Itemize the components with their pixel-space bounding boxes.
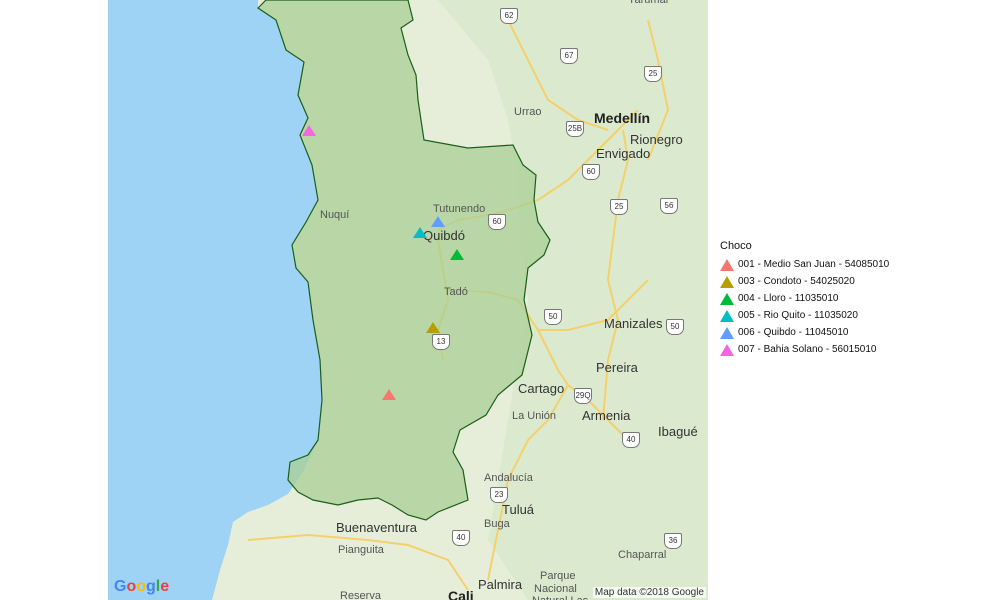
label-parque: Parque	[540, 570, 576, 582]
shield-29q: 29Q	[574, 388, 592, 404]
label-rionegro: Rionegro	[630, 132, 683, 147]
legend-label: 001 - Medio San Juan - 54085010	[738, 259, 890, 270]
label-chaparral: Chaparral	[618, 549, 667, 561]
label-tutunendo: Tutunendo	[433, 203, 486, 215]
shield-62: 62	[500, 8, 518, 24]
shield-13: 13	[432, 334, 450, 350]
shield-25b: 25B	[566, 121, 584, 137]
label-quibdo: Quibdó	[423, 228, 465, 243]
legend-item-006: 006 - Quibdo - 11045010	[720, 324, 889, 341]
legend-label: 007 - Bahia Solano - 56015010	[738, 344, 877, 355]
shield-40-east: 40	[622, 432, 640, 448]
legend-item-004: 004 - Lloro - 11035010	[720, 290, 889, 307]
shield-56: 56	[660, 198, 678, 214]
label-pianguita: Pianguita	[338, 544, 384, 556]
legend-title: Choco	[720, 240, 752, 252]
legend: Choco 001 - Medio San Juan - 54085010 00…	[720, 240, 889, 358]
shield-25-south: 25	[610, 199, 628, 215]
shield-40-west: 40	[452, 530, 470, 546]
label-buga: Buga	[484, 518, 510, 530]
label-buenaventura: Buenaventura	[336, 520, 417, 535]
legend-item-007: 007 - Bahia Solano - 56015010	[720, 341, 889, 358]
label-nacional: Nacional	[534, 583, 577, 595]
shield-60-west: 60	[488, 214, 506, 230]
shield-23: 23	[490, 487, 508, 503]
label-cali: Cali	[448, 588, 474, 600]
legend-triangle-007	[720, 343, 734, 356]
choco-region[interactable]	[257, 0, 551, 521]
legend-label: 004 - Lloro - 11035010	[738, 293, 839, 304]
label-andalucia: Andalucía	[484, 472, 533, 484]
google-logo: Google	[114, 578, 170, 595]
legend-triangle-006	[720, 326, 734, 339]
label-armenia: Armenia	[582, 408, 631, 423]
label-tado: Tadó	[444, 286, 468, 298]
legend-item-003: 003 - Condoto - 54025020	[720, 273, 889, 290]
station-marker-006[interactable]	[431, 216, 445, 227]
ocean	[108, 0, 322, 600]
station-marker-007[interactable]	[302, 125, 316, 136]
shield-67: 67	[560, 48, 578, 64]
label-pereira: Pereira	[596, 360, 638, 375]
label-la-union: La Unión	[512, 410, 557, 422]
label-natural: Natural Las	[532, 595, 588, 600]
legend-label: 006 - Quibdo - 11045010	[738, 327, 849, 338]
map-panel[interactable]: Medellín Rionegro Envigado Urrao Tutunen…	[108, 0, 708, 600]
label-palmira: Palmira	[478, 577, 523, 592]
terrain	[438, 0, 708, 600]
shield-25: 25	[644, 66, 662, 82]
legend-triangle-005	[720, 309, 734, 322]
legend-label: 005 - Rio Quito - 11035020	[738, 310, 858, 321]
legend-item-001: 001 - Medio San Juan - 54085010	[720, 256, 889, 273]
legend-triangle-004	[720, 292, 734, 305]
shield-50-west: 50	[544, 309, 562, 325]
label-ibague: Ibagué	[658, 424, 698, 439]
station-markers	[302, 125, 464, 400]
map-canvas	[108, 0, 708, 600]
label-cartago: Cartago	[518, 381, 565, 396]
legend-triangle-003	[720, 275, 734, 288]
shield-60-east: 60	[582, 164, 600, 180]
label-urrao: Urrao	[514, 106, 542, 118]
label-manizales: Manizales	[604, 316, 663, 331]
map-attribution: Map data ©2018 Google	[592, 587, 706, 598]
label-yarumal: Yarumal	[628, 0, 669, 6]
legend-item-005: 005 - Rio Quito - 11035020	[720, 307, 889, 324]
label-medellin: Medellín	[594, 110, 651, 126]
legend-label: 003 - Condoto - 54025020	[738, 276, 855, 287]
station-marker-001[interactable]	[382, 389, 396, 400]
shield-50-east: 50	[666, 319, 684, 335]
station-marker-005[interactable]	[413, 227, 427, 238]
shield-36: 36	[664, 533, 682, 549]
label-envigado: Envigado	[596, 146, 651, 161]
station-marker-003[interactable]	[426, 322, 440, 333]
label-tulua: Tuluá	[502, 502, 535, 517]
legend-triangle-001	[720, 258, 734, 271]
label-reserva: Reserva	[340, 590, 381, 600]
station-marker-004[interactable]	[450, 249, 464, 260]
label-nuqui: Nuquí	[320, 209, 350, 221]
